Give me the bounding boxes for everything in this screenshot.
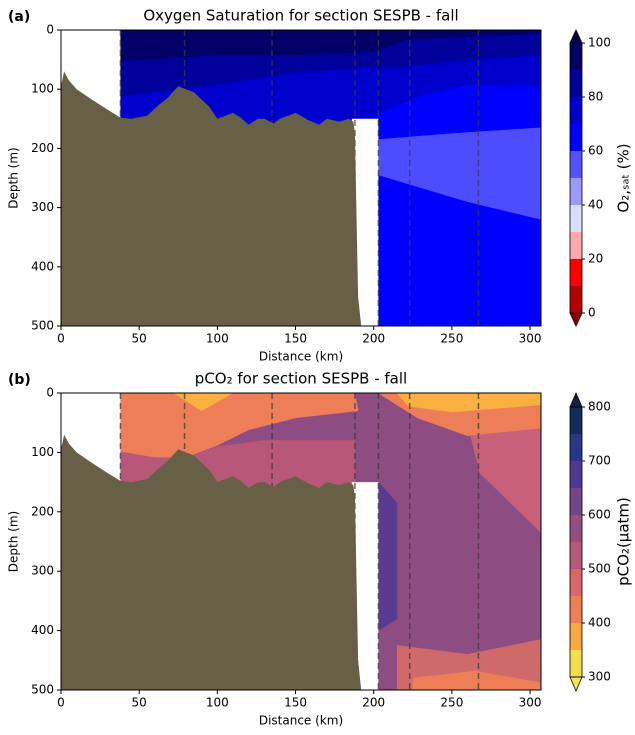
colorbar-band (570, 97, 582, 124)
x-tick-label: 150 (284, 332, 307, 346)
colorbar-band (570, 178, 582, 205)
colorbar-label: pCO₂(µatm) (615, 497, 633, 586)
x-tick-label: 50 (132, 696, 147, 710)
y-tick-label: 400 (31, 259, 54, 273)
colorbar-band (570, 407, 582, 434)
panel-label: (b) (8, 372, 31, 388)
contour-region (396, 393, 541, 413)
x-tick-label: 100 (206, 332, 229, 346)
colorbar-band (570, 542, 582, 569)
colorbar-tick-label: 40 (588, 198, 603, 212)
y-tick-label: 200 (31, 141, 54, 155)
colorbar-band (570, 569, 582, 596)
bathymetry (61, 434, 362, 690)
y-tick-label: 300 (31, 200, 54, 214)
colorbar-tick-label: 600 (588, 508, 611, 522)
x-tick-label: 0 (57, 332, 65, 346)
chart-title: pCO₂ for section SESPB - fall (195, 370, 407, 388)
y-tick-label: 100 (31, 82, 54, 96)
panel-label: (a) (8, 9, 30, 25)
x-tick-label: 0 (57, 696, 65, 710)
colorbar-frame (569, 42, 583, 314)
colorbar-band (570, 461, 582, 488)
x-tick-label: 250 (440, 696, 463, 710)
plot-area (61, 30, 541, 326)
colorbar-label: O₂,ₛₐₜ (%) (615, 143, 633, 212)
colorbar-band (570, 259, 582, 286)
colorbar-tick-label: 300 (588, 670, 611, 684)
colorbar-tick-label: 400 (588, 616, 611, 630)
colorbar-extend (569, 676, 583, 693)
colorbar-tick-label: 80 (588, 90, 603, 104)
y-axis-label: Depth (m) (7, 147, 21, 208)
colorbar-band (570, 286, 582, 313)
colorbar-band (570, 596, 582, 623)
contour-region (378, 481, 398, 632)
colorbar-band (570, 124, 582, 151)
x-tick-label: 250 (440, 332, 463, 346)
x-axis-label: Distance (km) (259, 714, 343, 728)
colorbar-band (570, 151, 582, 178)
x-tick-label: 300 (519, 696, 542, 710)
colorbar-band (570, 43, 582, 70)
colorbar-tick-label: 0 (588, 306, 596, 320)
colorbar-tick-label: 100 (588, 36, 611, 50)
x-tick-label: 200 (362, 696, 385, 710)
colorbar-band (570, 488, 582, 515)
colorbar-tick-label: 700 (588, 454, 611, 468)
colorbar-tick-label: 800 (588, 400, 611, 414)
colorbar-frame (569, 406, 583, 678)
colorbar-extend (569, 312, 583, 327)
y-tick-label: 300 (31, 564, 54, 578)
colorbar-extend (569, 391, 583, 408)
colorbar-tick-label: 500 (588, 562, 611, 576)
no-data (351, 118, 379, 326)
y-tick-label: 200 (31, 504, 54, 518)
bathymetry (61, 71, 362, 326)
y-tick-label: 400 (31, 623, 54, 637)
contour-region (120, 393, 359, 458)
y-axis-label: Depth (m) (7, 511, 21, 572)
plot-area (61, 393, 541, 690)
no-data (351, 482, 379, 690)
y-tick-label: 500 (31, 683, 54, 697)
colorbar-band (570, 70, 582, 97)
contour-region (412, 670, 541, 690)
contour-region (173, 393, 234, 412)
y-tick-label: 0 (46, 386, 54, 400)
axes-frame (60, 392, 542, 691)
x-axis-label: Distance (km) (259, 350, 343, 364)
contour-region (470, 428, 541, 533)
colorbar-extend (569, 29, 583, 44)
y-tick-label: 500 (31, 319, 54, 333)
colorbar-band (570, 434, 582, 461)
x-tick-label: 300 (519, 332, 542, 346)
y-tick-label: 100 (31, 445, 54, 459)
colorbar-tick-label: 20 (588, 252, 603, 266)
colorbar-band (570, 650, 582, 677)
colorbar-band (570, 515, 582, 542)
y-tick-label: 0 (46, 23, 54, 37)
x-tick-label: 50 (132, 332, 147, 346)
colorbar-band (570, 205, 582, 232)
x-tick-label: 100 (206, 696, 229, 710)
x-tick-label: 150 (284, 696, 307, 710)
x-tick-label: 200 (362, 332, 385, 346)
colorbar-tick-label: 60 (588, 144, 603, 158)
colorbar-band (570, 623, 582, 650)
chart-title: Oxygen Saturation for section SESPB - fa… (143, 7, 458, 25)
axes-frame (60, 29, 542, 327)
colorbar-band (570, 232, 582, 259)
